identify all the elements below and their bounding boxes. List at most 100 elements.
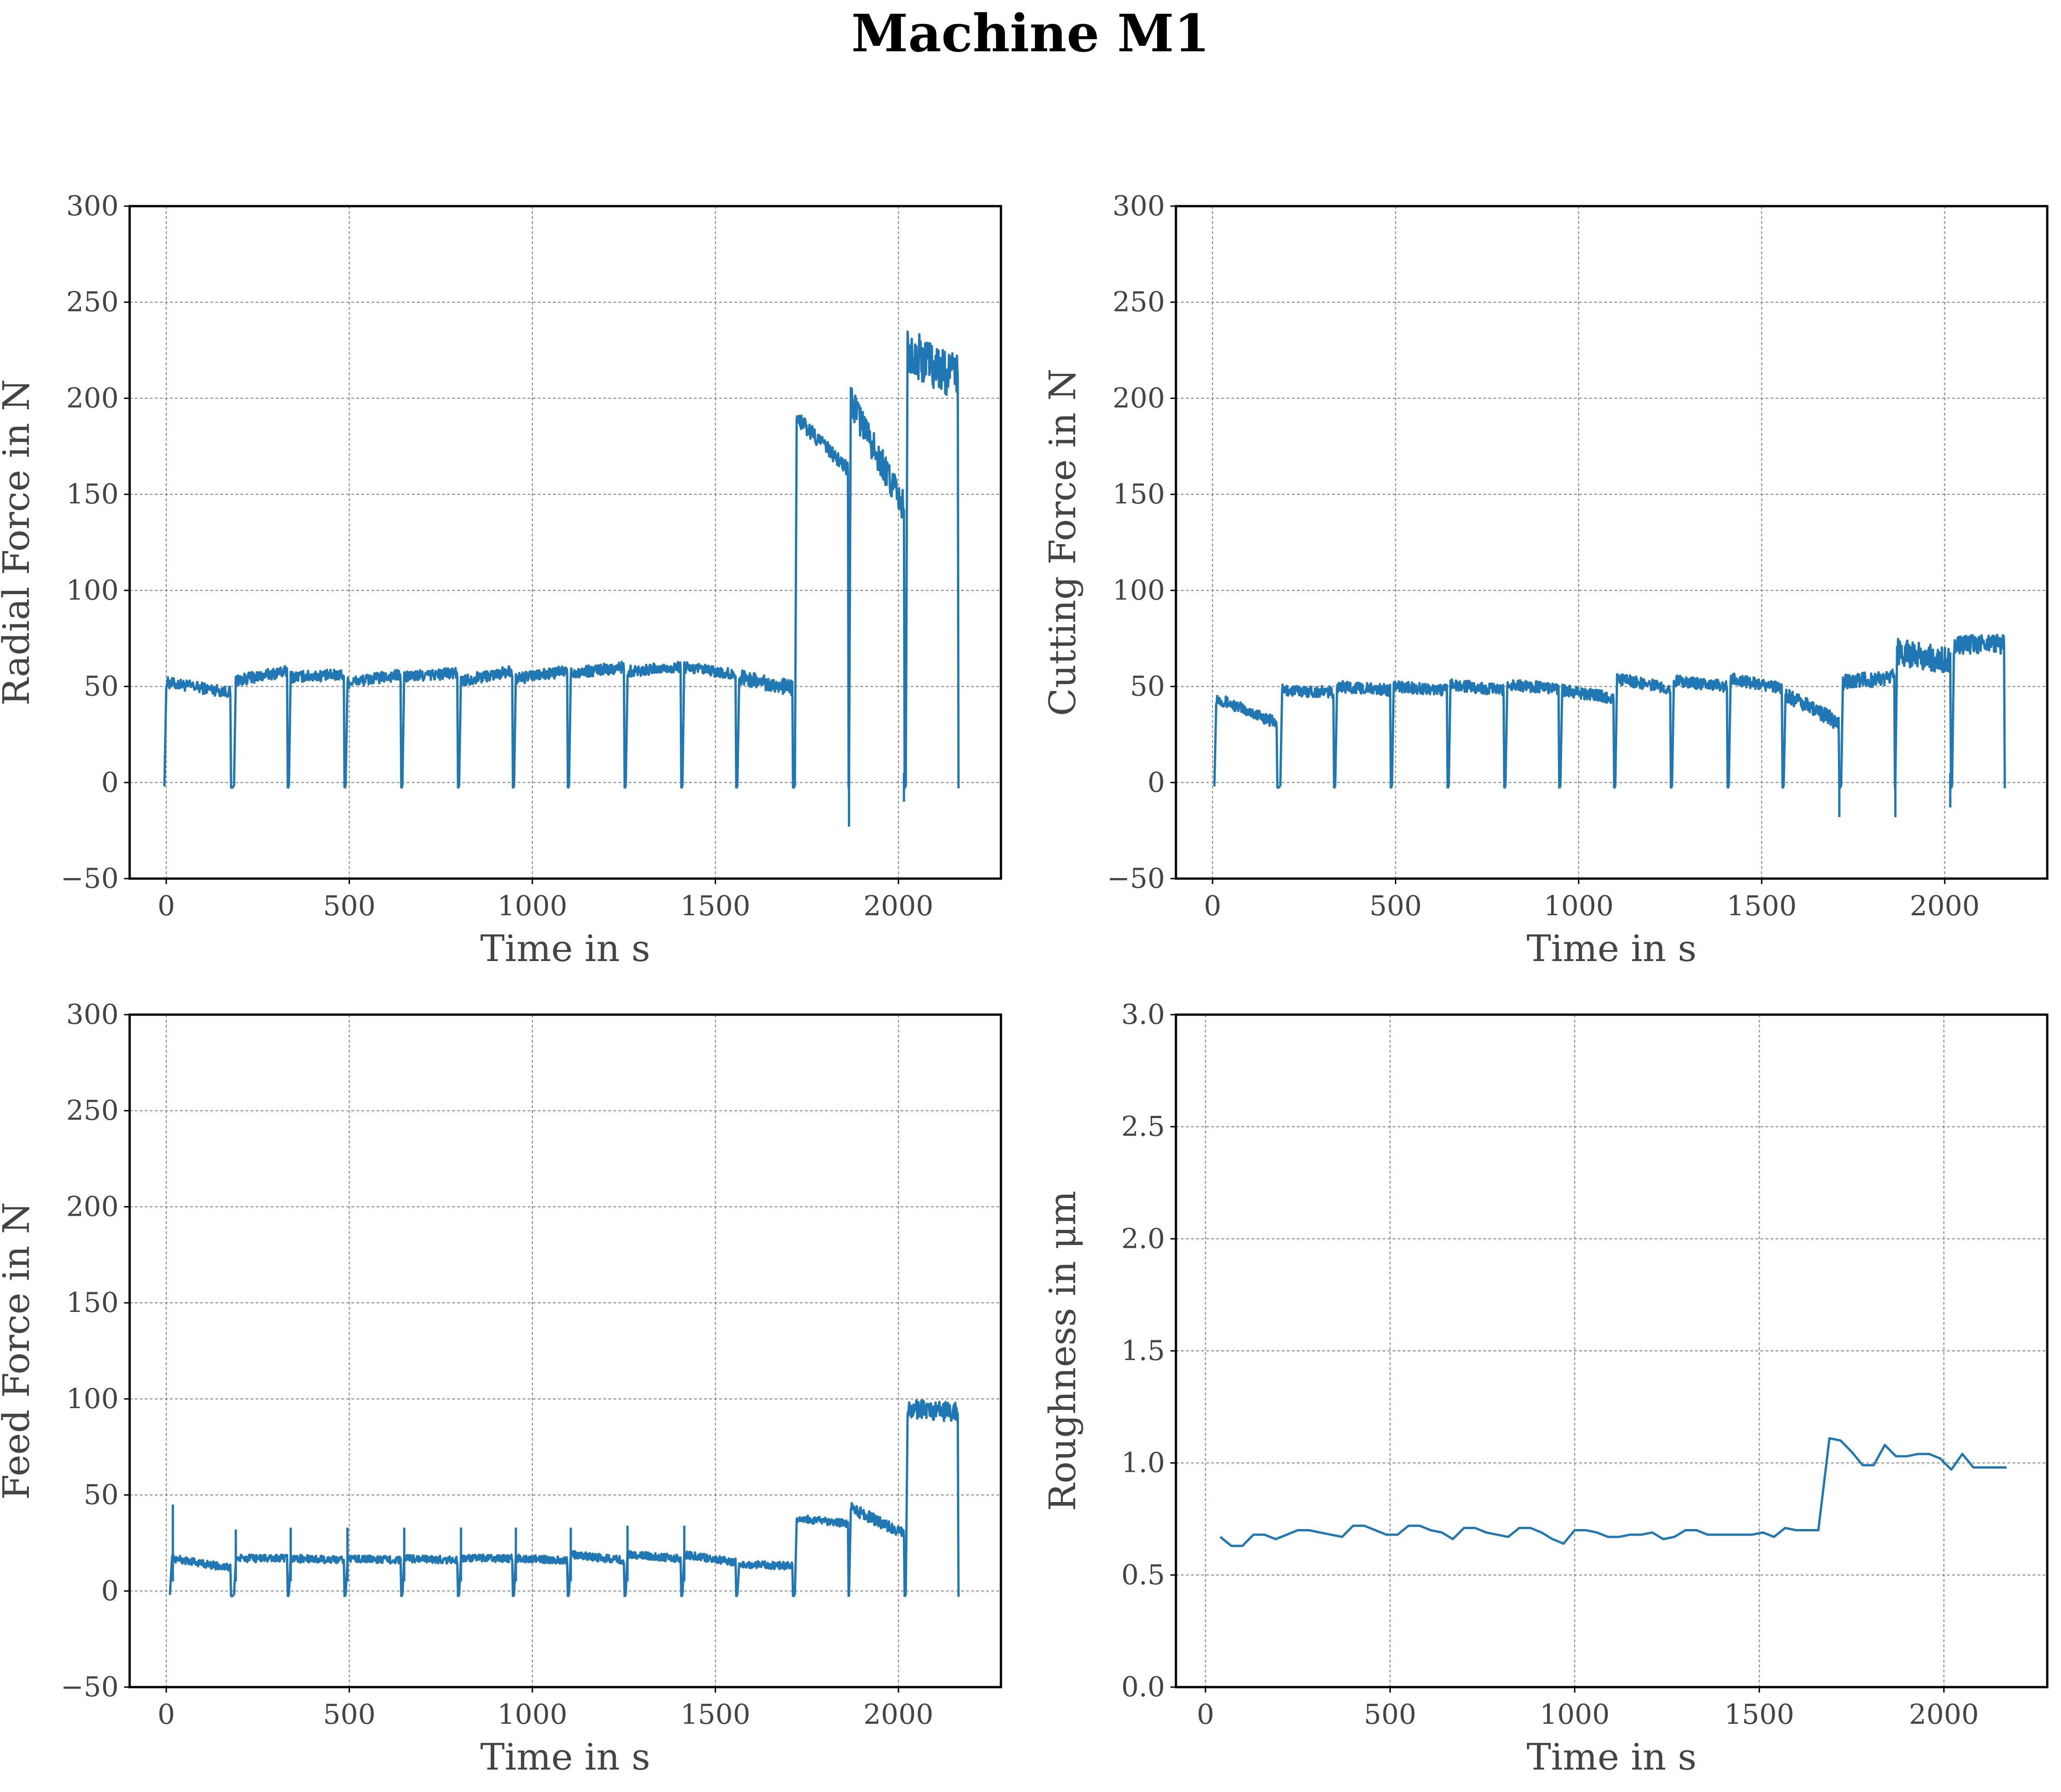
x-tick-label: 2000 — [864, 1699, 934, 1731]
x-axis-label: Time in s — [1526, 1736, 1696, 1778]
y-axis-label: Feed Force in N — [0, 1202, 38, 1500]
y-tick-label: 250 — [66, 286, 119, 318]
series-segment — [163, 676, 232, 788]
x-tick-label: 1500 — [680, 1699, 750, 1731]
y-tick-label: 200 — [66, 382, 119, 414]
series-group — [1219, 1437, 2007, 1547]
x-tick-label: 1500 — [1724, 1699, 1794, 1731]
series-segment — [847, 1502, 906, 1597]
series-gap-connector — [287, 1594, 290, 1598]
x-tick-label: 500 — [1364, 1699, 1416, 1731]
plot-frame — [1175, 205, 2049, 880]
x-tick-label: 1500 — [1727, 890, 1797, 922]
y-tick-label: 50 — [84, 671, 119, 703]
series-gap-connector — [1503, 786, 1507, 789]
subplot-cutting-force: 0 500 1000 1500 2000 −50 0 50 100 150 200 250 300 Tim… — [1041, 190, 2049, 970]
series-gap-connector — [680, 1594, 683, 1598]
y-tick-label: −50 — [1107, 863, 1165, 895]
series-segment — [1671, 674, 1729, 788]
series-segment — [288, 668, 346, 788]
series-gap-connector — [512, 786, 515, 789]
y-tick-label: 100 — [66, 1383, 119, 1415]
series-gap-connector — [792, 1594, 796, 1598]
series-gap-connector — [1782, 786, 1785, 789]
series-segment — [568, 661, 626, 788]
series-segment — [344, 1554, 403, 1597]
x-tick-label: 1500 — [680, 890, 750, 922]
figure-title: Machine M1 — [851, 4, 1210, 64]
series-segment — [1894, 638, 1952, 788]
y-tick-label: 150 — [66, 1287, 119, 1319]
x-axis-label: Time in s — [480, 1736, 650, 1778]
series-gap-connector — [1558, 786, 1562, 789]
series-gap-connector — [735, 786, 738, 789]
series-segment — [1728, 672, 1784, 788]
series-gap-connector — [623, 786, 627, 789]
series-segment — [1447, 678, 1506, 788]
series-group — [169, 1399, 960, 1598]
series-group — [163, 330, 960, 827]
series-segment — [513, 665, 569, 788]
series-gap-connector — [1389, 786, 1393, 789]
x-tick-label: 500 — [1369, 890, 1422, 922]
x-axis-label: Time in s — [480, 927, 650, 970]
series-gap-connector — [1333, 786, 1336, 789]
plot-frame — [128, 1013, 1002, 1688]
x-tick-label: 500 — [323, 1699, 376, 1731]
y-tick-label: 200 — [1112, 382, 1165, 414]
series-segment — [513, 1553, 569, 1597]
y-axis-label: Radial Force in N — [0, 379, 38, 706]
y-tick-label: 100 — [66, 574, 119, 606]
series-gap-connector — [343, 1594, 347, 1598]
x-tick-label: 500 — [323, 890, 376, 922]
series-gap-connector — [1670, 786, 1673, 789]
series-segment — [793, 415, 850, 788]
series-gap-connector — [623, 1594, 627, 1598]
series-gap-connector — [735, 1594, 738, 1598]
y-tick-label: 300 — [1112, 190, 1165, 222]
y-tick-label: 100 — [1112, 574, 1165, 606]
series-gap-connector — [400, 1594, 404, 1598]
series-segment — [458, 1553, 514, 1597]
series-segment — [624, 1550, 683, 1597]
series-segment — [568, 1550, 626, 1597]
x-axis-label: Time in s — [1526, 927, 1696, 970]
x-tick-label: 0 — [158, 890, 175, 922]
series-segment — [233, 1553, 289, 1597]
y-tick-label: 0 — [101, 766, 119, 798]
x-tick-label: 1000 — [1540, 1699, 1610, 1731]
y-tick-label: 1.5 — [1121, 1335, 1165, 1367]
series-segment — [1840, 668, 1896, 788]
series-gap-connector — [400, 786, 404, 789]
series-gap-connector — [457, 786, 460, 789]
y-tick-label: 150 — [1112, 478, 1165, 510]
y-tick-label: 2.0 — [1121, 1223, 1165, 1255]
series-segment — [1213, 694, 1279, 788]
series-segment — [401, 667, 459, 788]
series-segment — [1504, 679, 1561, 788]
series-segment — [681, 1550, 738, 1597]
series-segment — [344, 669, 403, 788]
series-gap-connector — [457, 1594, 460, 1598]
series-segment — [681, 661, 738, 788]
y-tick-label: 250 — [66, 1095, 119, 1127]
y-tick-label: 50 — [84, 1479, 119, 1511]
series-gap-connector — [230, 1594, 235, 1598]
series-segment — [1279, 683, 1335, 788]
series-segment — [169, 1554, 232, 1597]
series-segment — [1614, 673, 1672, 788]
series-segment — [1782, 688, 1841, 788]
y-tick-label: 200 — [66, 1191, 119, 1223]
y-tick-label: 50 — [1130, 671, 1165, 703]
x-tick-label: 1000 — [497, 890, 568, 922]
subplot-radial-force: 0 500 1000 1500 2000 −50 0 50 100 150 200 250 300 Tim… — [0, 190, 1002, 970]
y-tick-label: 300 — [66, 190, 119, 222]
y-tick-label: 3.0 — [1121, 999, 1165, 1031]
series-segment — [233, 665, 289, 788]
series-segment — [624, 661, 683, 788]
series-segment — [904, 330, 960, 788]
series-gap-connector — [567, 786, 570, 789]
x-tick-label: 0 — [158, 1699, 175, 1731]
y-axis-label: Roughness in μm — [1041, 1191, 1084, 1511]
